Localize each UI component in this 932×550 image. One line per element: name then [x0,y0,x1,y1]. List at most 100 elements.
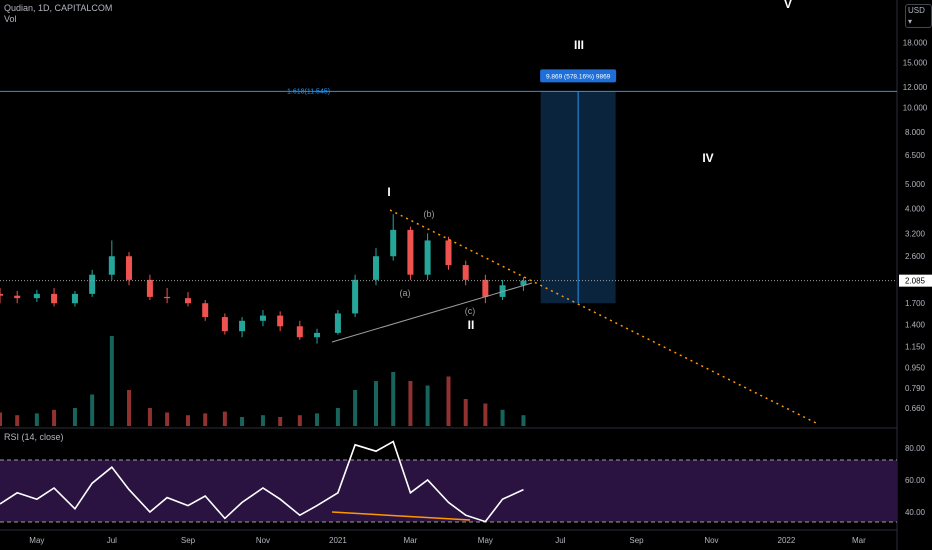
candle-body [239,320,246,332]
volume-bar [0,412,2,426]
volume-bar [446,376,451,426]
volume-bar [90,394,95,426]
candle-body [352,279,359,314]
price-tick-label: 3.200 [905,229,926,238]
candle-body [89,274,96,294]
volume-bar [165,412,170,426]
candle-body [33,293,40,299]
time-tick-label: Jul [555,536,565,545]
volume-bar [521,415,526,426]
price-tick-label: 0.950 [905,364,926,373]
time-tick-label: Nov [704,536,718,545]
candle-body [482,279,489,297]
candle-body [407,229,414,275]
descending-trendline[interactable] [389,209,819,425]
time-tick-label: May [29,536,44,545]
price-tick-label: 1.400 [905,321,926,330]
rsi-label: RSI (14, close) [4,432,64,442]
volume-label: Vol [4,14,17,24]
fib-extension-label: 1.618(11.545) [287,88,330,95]
candle-body [277,315,284,327]
ascending-trendline[interactable] [331,282,533,343]
rsi-tick-label: 60.00 [905,476,926,485]
candle-body [146,279,153,297]
volume-bar [463,399,468,426]
candle-body [108,256,115,275]
time-tick-label: Jul [107,536,117,545]
time-tick-label: May [478,536,493,545]
volume-bar [147,408,152,426]
candle-body [390,229,397,257]
volume-bar [500,409,505,426]
rsi-series [0,440,524,523]
wave-label-IV: IV [702,151,713,165]
candle-body [373,256,380,280]
price-tick-label: 6.500 [905,151,926,160]
price-tick-label: 15.000 [903,58,928,67]
candle-body [462,265,469,280]
projection-label-bg [540,69,617,83]
rsi-line [0,440,524,523]
wave-label-b: (b) [424,209,435,219]
volume-bars [0,336,526,426]
candle-body [71,293,78,304]
candle-body [185,298,192,304]
volume-bar [109,336,114,426]
candle-body [499,285,506,297]
candle-body [334,313,341,333]
last-price-value: 2.085 [905,277,926,286]
wave-label-III: III [574,38,584,52]
volume-bar [353,390,358,426]
candle-body [221,317,228,332]
volume-bar [34,413,39,426]
price-tick-label: 0.790 [905,384,926,393]
time-tick-label: Nov [256,536,270,545]
wave-label-V: V [784,0,792,11]
volume-bar [483,403,488,426]
candle-body [259,315,266,321]
price-tick-label: 2.600 [905,252,926,261]
wave-label-c: (c) [465,306,476,316]
wave-label-II: II [468,318,475,332]
price-tick-label: 18.000 [903,38,928,47]
volume-bar [315,413,320,426]
candle-body [296,326,303,338]
axes: 18.000 15.000 12.000 10.000 8.000 6.500 5.000 4… [29,38,927,545]
volume-bar [15,415,20,426]
volume-bar [52,409,57,426]
volume-bar [186,415,191,426]
wave-label-I: I [387,185,390,199]
volume-bar [278,417,283,426]
volume-bar [72,408,77,426]
candle-body [424,240,431,275]
projection-label: 9.869 (578.16%) 9869 [546,73,611,80]
currency-button[interactable]: USD ▾ [905,4,932,28]
candle-body [164,296,171,299]
candle-body [14,295,21,299]
symbol-line: Qudian, 1D, CAPITALCOM [4,3,113,13]
time-tick-label: 2022 [778,536,796,545]
price-tick-label: 1.150 [905,342,926,351]
candle-body [126,256,133,280]
volume-bar [335,408,340,426]
price-tick-label: 8.000 [905,128,926,137]
price-tick-label: 12.000 [903,83,928,92]
price-tick-label: 4.000 [905,205,926,214]
volume-bar [297,415,302,426]
volume-bar [260,415,265,426]
rsi-divergence-line[interactable] [331,511,471,521]
volume-bar [222,411,227,426]
last-price-tag [899,274,932,287]
price-tick-label: 0.660 [905,404,926,413]
candle-body [520,280,527,286]
volume-bar [203,413,208,426]
candle-body [0,293,3,296]
wave-label-a: (a) [400,288,411,298]
price-tick-label: 1.700 [905,299,926,308]
volume-bar [408,381,413,426]
volume-bar [240,417,245,426]
price-tick-label: 5.000 [905,180,926,189]
volume-bar [391,372,396,426]
candlesticks [0,214,527,344]
